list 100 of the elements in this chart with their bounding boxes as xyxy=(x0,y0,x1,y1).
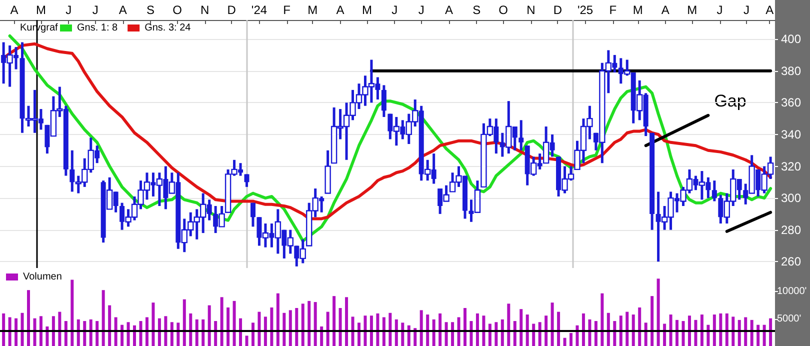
bar xyxy=(507,304,510,346)
bar xyxy=(420,310,423,346)
bar xyxy=(208,305,211,346)
y-tick-label: 340 xyxy=(781,127,802,142)
x-tick-label: J xyxy=(743,3,750,17)
bar xyxy=(600,293,604,346)
x-tick-label: M xyxy=(308,3,318,17)
x-tick-label: O xyxy=(498,3,508,17)
bar xyxy=(500,319,504,346)
bar xyxy=(756,324,760,346)
bar xyxy=(220,297,224,346)
bar xyxy=(120,324,124,346)
bar xyxy=(394,319,398,346)
x-tick-label: M xyxy=(687,3,698,17)
bar xyxy=(451,322,454,346)
bar xyxy=(700,314,704,346)
bar xyxy=(644,322,648,346)
x-tick-label: M xyxy=(362,3,372,17)
bar xyxy=(338,308,342,346)
bar xyxy=(544,316,548,346)
x-tick-label: N xyxy=(526,3,536,17)
bar xyxy=(426,314,430,346)
bar xyxy=(407,325,410,346)
x-tick-label: A xyxy=(118,3,127,17)
bar xyxy=(582,313,585,346)
y-tick-label: 280 xyxy=(781,222,802,237)
bar xyxy=(8,317,12,346)
bar xyxy=(295,308,298,346)
bar xyxy=(688,316,691,346)
x-tick-label: S xyxy=(472,3,481,17)
x-tick-label: S xyxy=(146,3,155,17)
bar xyxy=(189,313,192,346)
bar xyxy=(444,322,448,346)
bar xyxy=(282,312,286,346)
legend-label: Gns. 1: 8 xyxy=(77,22,118,34)
legend-label: Gns. 3: 24 xyxy=(144,22,192,34)
bar xyxy=(14,318,18,346)
bar xyxy=(133,325,136,346)
x-tick-label: M xyxy=(632,3,643,17)
bar xyxy=(520,309,523,346)
bar xyxy=(276,293,280,346)
y-tick-label: 400 xyxy=(781,32,802,46)
bar xyxy=(762,324,766,346)
bar xyxy=(145,317,148,346)
bar xyxy=(114,317,118,346)
x-tick-label: J xyxy=(66,3,72,17)
x-tick-label: J xyxy=(92,3,98,17)
x-tick-label: A xyxy=(766,3,774,17)
legend-label: Volumen xyxy=(23,272,62,282)
x-tick-label: F xyxy=(283,3,291,17)
bar xyxy=(58,312,62,346)
bar xyxy=(245,336,248,346)
bar xyxy=(301,304,304,346)
bar xyxy=(526,314,529,346)
candlestick xyxy=(250,202,256,228)
y-tick-label: 5000' xyxy=(777,313,802,324)
bar xyxy=(732,316,735,346)
x-tick-label: A xyxy=(661,3,670,17)
bar xyxy=(376,313,380,346)
bar xyxy=(27,290,30,346)
bar xyxy=(570,332,573,346)
bar xyxy=(725,313,728,346)
bar xyxy=(706,324,710,346)
bar xyxy=(232,300,236,346)
bar xyxy=(438,313,442,346)
x-tick-label: A xyxy=(444,3,453,17)
bar xyxy=(164,316,168,346)
bar xyxy=(464,308,466,346)
y-tick-label: 380 xyxy=(781,64,802,78)
x-tick-label: J xyxy=(418,3,424,17)
bar xyxy=(202,319,205,346)
bar xyxy=(557,312,560,346)
bar xyxy=(626,312,629,346)
bar xyxy=(638,307,642,346)
bar xyxy=(606,312,610,346)
bar xyxy=(550,302,554,346)
bar xyxy=(650,296,654,346)
bar xyxy=(226,307,230,346)
bar xyxy=(251,322,254,346)
bar xyxy=(401,322,404,346)
bar xyxy=(176,322,180,346)
bar xyxy=(382,317,386,346)
bar xyxy=(669,314,672,346)
bar xyxy=(326,312,330,346)
x-tick-label: '24 xyxy=(251,3,268,17)
bar xyxy=(39,316,42,346)
bar xyxy=(563,338,566,346)
bar xyxy=(258,312,261,346)
bar xyxy=(102,290,105,346)
bar xyxy=(52,316,55,346)
bar xyxy=(351,316,354,346)
bar xyxy=(264,316,267,346)
candlestick xyxy=(518,118,524,152)
bar xyxy=(288,310,292,346)
x-tick-label: A xyxy=(336,3,344,17)
bar xyxy=(588,319,592,346)
bar xyxy=(239,318,242,346)
bar xyxy=(270,307,274,346)
y-tick-label: 10000' xyxy=(777,286,807,298)
bar xyxy=(314,302,317,346)
